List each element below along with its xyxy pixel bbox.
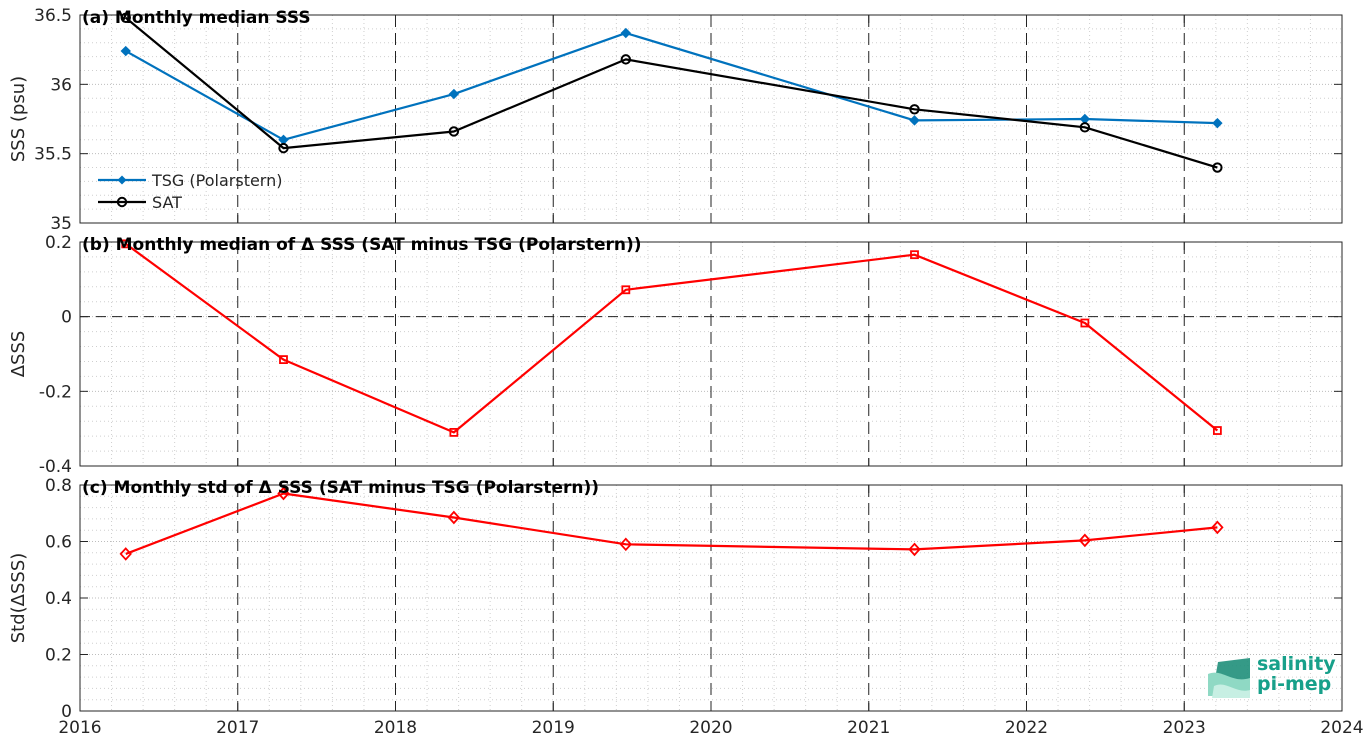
data-point	[448, 126, 460, 137]
x-tick-label: 2017	[216, 718, 259, 738]
y-tick-label: 0.6	[45, 533, 72, 553]
logo-text-pi-mep: pi-mep	[1257, 673, 1331, 695]
logo-wave-icon	[1212, 684, 1250, 698]
data-point	[120, 12, 131, 23]
series-line	[125, 492, 1218, 555]
y-tick-label: -0.2	[39, 382, 72, 402]
data-point	[620, 27, 632, 39]
series-delta-sss	[119, 486, 1224, 561]
series-line	[125, 242, 1219, 434]
panel-a: 35 35.5 36 36.5 SSS (psu) (a) Monthly median …	[8, 6, 1343, 234]
y-tick-label: 36.5	[34, 6, 72, 26]
legend-marker	[117, 175, 127, 185]
data-point	[1212, 162, 1223, 173]
series-tsg-polarstern-	[120, 27, 1223, 146]
y-tick-label: 36	[50, 75, 72, 95]
series-sat	[120, 12, 1223, 173]
panel-title: (a) Monthly median SSS	[82, 8, 311, 28]
panel-title: (b) Monthly median of Δ SSS (SAT minus T…	[82, 235, 642, 255]
x-tick-label: 2019	[532, 718, 575, 738]
y-axis-label: ΔSSS	[8, 331, 29, 378]
legend-label: SAT	[152, 193, 182, 212]
data-point	[277, 486, 290, 501]
logo-text-salinity: salinity	[1257, 653, 1336, 675]
x-tick-label: 2018	[374, 718, 417, 738]
y-tick-label: 0.8	[45, 476, 72, 496]
data-point	[1078, 533, 1092, 548]
y-tick-label: -0.4	[39, 457, 72, 477]
data-point	[620, 54, 632, 65]
data-point	[1080, 318, 1090, 328]
y-tick-label: 35	[50, 214, 72, 234]
y-tick-label: 0.2	[45, 233, 72, 253]
x-tick-label: 2020	[689, 718, 732, 738]
series-line	[125, 16, 1218, 169]
y-tick-label: 35.5	[34, 145, 72, 165]
data-point	[279, 355, 288, 365]
series-delta-sss	[121, 239, 1222, 437]
panel-c: 0 0.2 0.4 0.6 0.8 2016 2017 2018 2019 2020 2021 202…	[8, 476, 1364, 738]
x-tick-label: 2016	[58, 718, 101, 738]
data-point	[120, 45, 131, 57]
y-tick-label: 0.4	[45, 589, 72, 609]
data-point	[910, 250, 919, 260]
data-point	[447, 510, 461, 525]
x-tick-label: 2024	[1320, 718, 1363, 738]
data-point	[278, 142, 289, 154]
legend-label: TSG (Polarstern)	[151, 171, 282, 190]
panel-b: -0.4 -0.2 0 0.2 ΔSSS (b) Monthly median of Δ …	[8, 233, 1343, 477]
data-point	[1212, 426, 1222, 435]
x-tick-label: 2021	[847, 718, 890, 738]
y-tick-label: 0	[61, 308, 72, 328]
data-point	[909, 115, 920, 126]
x-tick-label: 2023	[1163, 718, 1206, 738]
legend-marker	[116, 196, 128, 208]
data-point	[121, 239, 131, 249]
data-point	[619, 537, 633, 552]
data-point	[909, 104, 920, 115]
y-axis-label: SSS (psu)	[8, 76, 29, 162]
data-point	[449, 427, 459, 437]
data-point	[119, 547, 132, 561]
y-axis-label: Std(ΔSSS)	[8, 553, 29, 644]
y-tick-label: 0	[61, 702, 72, 722]
data-point	[1079, 122, 1091, 133]
data-point	[621, 285, 631, 295]
data-point	[1212, 117, 1223, 129]
data-point	[448, 88, 460, 100]
legend: TSG (Polarstern) SAT	[98, 171, 282, 212]
x-tick-label: 2022	[1005, 718, 1048, 738]
data-point	[908, 542, 921, 557]
data-point	[1211, 520, 1224, 535]
panel-title: (c) Monthly std of Δ SSS (SAT minus TSG …	[82, 478, 599, 498]
y-tick-label: 0.2	[45, 646, 72, 666]
